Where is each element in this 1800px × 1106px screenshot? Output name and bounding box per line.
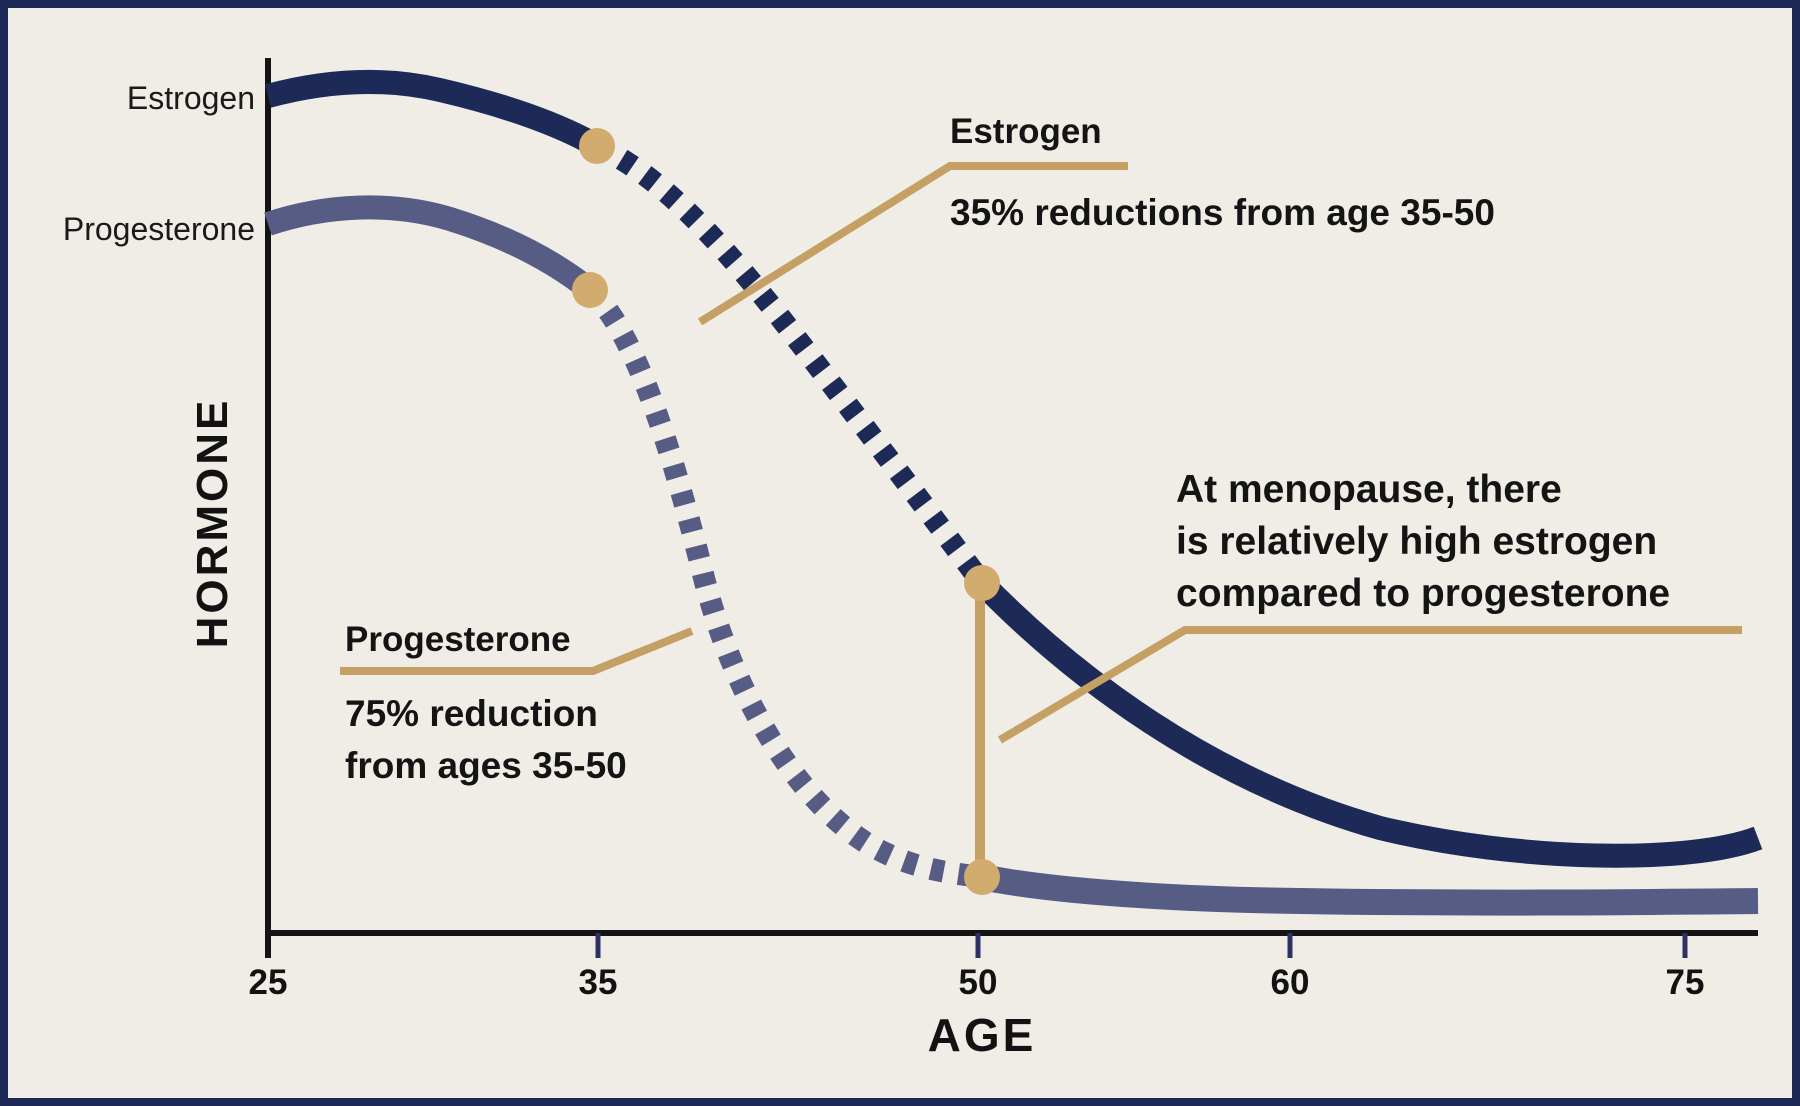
estrogen-curve-label: Estrogen [126,80,255,116]
estrogen-age50-marker [964,565,1000,601]
estrogen-curve-solid-right [973,574,1763,868]
menopause-note-leader-line [997,626,1742,744]
estrogen-curve-solid-left [264,70,603,157]
x-axis-title: AGE [927,1009,1037,1061]
estrogen-note-title: Estrogen [950,112,1102,151]
menopause-note-text: At menopause, there is relatively high e… [1176,468,1671,615]
estrogen-note-leader-line [697,162,1128,326]
x-axis-ticks [595,933,1688,958]
x-tick-60: 60 [1270,963,1310,1002]
progesterone-curve-label: Progesterone [62,211,255,247]
y-axis-title: HORMONE [188,397,237,649]
progesterone-age50-marker [964,859,1000,895]
progesterone-age35-marker [572,272,608,308]
progesterone-curve-solid-left [264,195,598,300]
x-tick-35: 35 [578,963,618,1002]
x-tick-25: 25 [248,963,288,1002]
estrogen-age35-marker [579,128,615,164]
progesterone-note-title: Progesterone [345,620,571,659]
x-tick-50: 50 [958,963,998,1002]
estrogen-note-body: 35% reductions from age 35-50 [950,192,1495,233]
estrogen-curve-dashed-35-50 [592,136,991,590]
progesterone-note-body: 75% reduction from ages 35-50 [345,693,627,786]
progesterone-note-leader-line [340,627,694,675]
progesterone-curve-dashed-35-50 [582,281,984,888]
progesterone-curve-solid-right [979,864,1759,916]
x-tick-75: 75 [1665,963,1705,1002]
